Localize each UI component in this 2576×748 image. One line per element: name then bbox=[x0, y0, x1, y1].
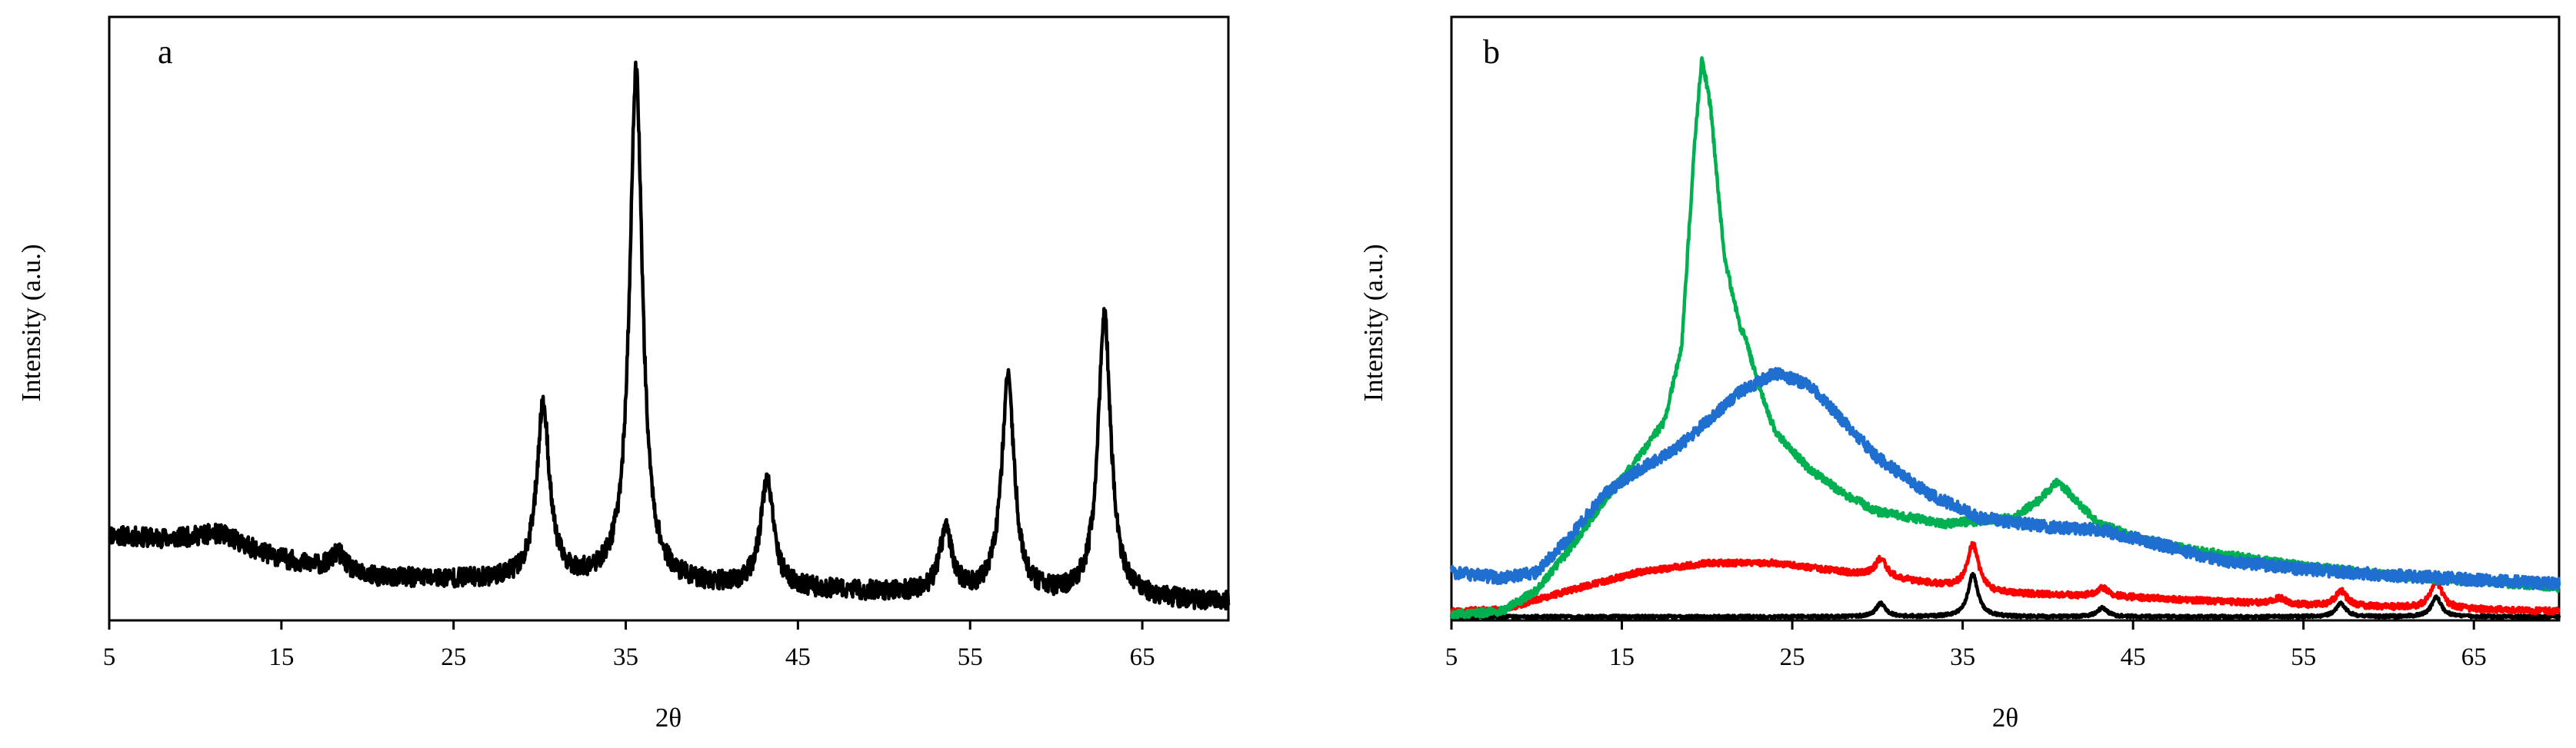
plot-frame-a bbox=[108, 15, 1230, 622]
x-tick-label: 15 bbox=[1609, 643, 1635, 671]
series-group-b bbox=[1449, 56, 2561, 620]
x-tick-label: 5 bbox=[103, 643, 116, 671]
series-group-a bbox=[108, 60, 1231, 611]
panel-label-b: b bbox=[1483, 33, 1500, 71]
x-tick-label: 55 bbox=[2291, 643, 2316, 671]
x-tick-label: 65 bbox=[2461, 643, 2487, 671]
x-tick-label: 35 bbox=[1950, 643, 1975, 671]
y-axis-title-b: Intensity (a.u.) bbox=[1358, 244, 1388, 401]
x-tick-label: 65 bbox=[1130, 643, 1155, 671]
x-axis-title-b: 2θ bbox=[1992, 703, 2018, 733]
panel-b: 5 15 25 35 45 55 65 b 2θ Intensity (a.u.) bbox=[1358, 15, 2561, 733]
series-line-blue bbox=[1449, 367, 2561, 591]
x-ticks-a: 5 15 25 35 45 55 65 bbox=[103, 620, 1155, 671]
x-tick-label: 25 bbox=[1780, 643, 1805, 671]
series-line-pattern bbox=[108, 60, 1231, 611]
series-line-green bbox=[1449, 56, 2561, 620]
x-ticks-b: 5 15 25 35 45 55 65 bbox=[1445, 620, 2487, 671]
x-tick-label: 5 bbox=[1445, 643, 1458, 671]
series-line-black bbox=[1449, 571, 2561, 620]
y-axis-title-a: Intensity (a.u.) bbox=[16, 244, 46, 401]
x-tick-label: 15 bbox=[268, 643, 294, 671]
x-tick-label: 45 bbox=[2121, 643, 2146, 671]
series-line-red bbox=[1450, 540, 2561, 617]
x-tick-label: 45 bbox=[785, 643, 811, 671]
x-tick-label: 25 bbox=[441, 643, 466, 671]
x-tick-label: 55 bbox=[958, 643, 983, 671]
x-axis-title-a: 2θ bbox=[655, 703, 681, 733]
panel-a: 5 15 25 35 45 55 65 a 2θ Intensity (a.u.) bbox=[16, 15, 1231, 733]
x-tick-label: 35 bbox=[613, 643, 638, 671]
plot-frame-b bbox=[1450, 15, 2561, 622]
panel-label-a: a bbox=[158, 33, 173, 71]
